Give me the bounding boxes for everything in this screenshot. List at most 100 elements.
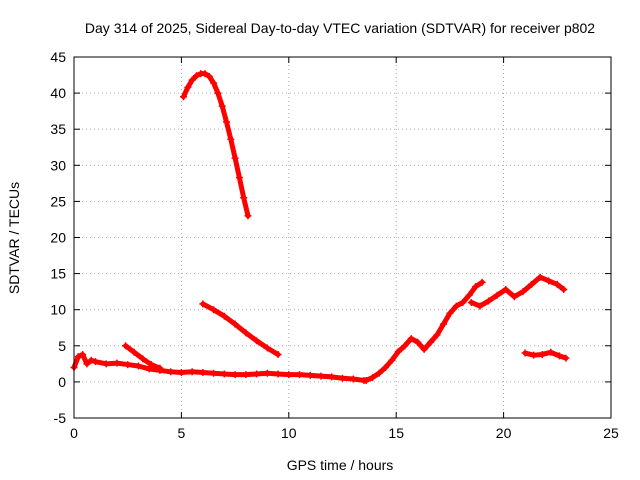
data-point xyxy=(467,298,475,306)
data-point xyxy=(452,302,460,310)
data-point xyxy=(401,342,409,350)
data-point xyxy=(465,291,473,299)
data-point xyxy=(459,298,467,306)
series-arc-d xyxy=(70,350,368,384)
data-point xyxy=(560,285,568,293)
data-point xyxy=(439,320,447,328)
data-point xyxy=(184,83,192,91)
data-point xyxy=(210,369,218,377)
data-point xyxy=(74,353,82,361)
series-arc-f xyxy=(467,273,568,310)
series-arc-c xyxy=(122,342,164,372)
data-point xyxy=(545,277,553,285)
data-point xyxy=(205,72,213,80)
data-point xyxy=(328,373,336,381)
data-point xyxy=(167,368,175,376)
data-point xyxy=(201,70,209,78)
y-tick-label: -5 xyxy=(54,410,67,426)
x-tick-label: 25 xyxy=(603,425,619,441)
data-point xyxy=(91,358,99,366)
series-arc-a xyxy=(180,70,252,220)
data-point xyxy=(242,329,250,337)
series-line xyxy=(181,71,251,219)
data-point xyxy=(555,352,563,360)
x-axis-label: GPS time / hours xyxy=(287,457,394,473)
data-point xyxy=(536,273,544,281)
data-point xyxy=(553,280,561,288)
data-point xyxy=(369,374,377,382)
data-point xyxy=(528,280,536,288)
x-tick-label: 15 xyxy=(388,425,404,441)
data-point xyxy=(235,174,243,182)
x-tick-label: 20 xyxy=(496,425,512,441)
data-point xyxy=(180,93,188,101)
data-point xyxy=(407,335,415,343)
data-point xyxy=(562,354,570,362)
data-point xyxy=(240,194,248,202)
data-point xyxy=(485,297,493,305)
data-point xyxy=(244,212,252,220)
y-tick-label: 0 xyxy=(58,374,66,390)
series-arc-e xyxy=(362,278,486,384)
data-point xyxy=(218,102,226,110)
x-tick-label: 0 xyxy=(70,425,78,441)
data-point xyxy=(210,79,218,87)
series-line xyxy=(200,301,281,357)
y-tick-label: 10 xyxy=(50,302,66,318)
series-arc-b xyxy=(199,300,282,358)
data-point xyxy=(414,338,422,346)
gridlines xyxy=(74,57,611,418)
data-point xyxy=(394,348,402,356)
data-point xyxy=(188,76,196,84)
data-point xyxy=(263,369,271,377)
y-tick-label: 20 xyxy=(50,230,66,246)
data-point xyxy=(339,374,346,382)
y-tick-label: 15 xyxy=(50,266,66,282)
y-tick-label: 40 xyxy=(50,85,66,101)
data-point xyxy=(519,288,527,296)
data-point xyxy=(306,371,314,379)
x-tick-label: 5 xyxy=(178,425,186,441)
data-point xyxy=(427,338,435,346)
data-point xyxy=(199,369,207,377)
y-tick-label: 35 xyxy=(50,121,66,137)
data-point xyxy=(210,306,218,314)
data-point xyxy=(102,360,110,368)
data-point xyxy=(220,370,228,378)
data-point xyxy=(124,361,132,369)
data-point xyxy=(317,372,325,380)
data-point xyxy=(231,154,239,162)
data-point xyxy=(349,375,357,383)
data-point xyxy=(253,370,261,378)
data-point xyxy=(214,89,222,97)
data-point xyxy=(139,355,147,363)
data-point xyxy=(231,371,239,379)
data-point xyxy=(220,312,228,320)
data-point xyxy=(113,359,121,367)
data-point xyxy=(199,300,207,308)
data-point xyxy=(87,356,95,364)
data-point xyxy=(274,350,282,358)
data-point xyxy=(472,283,480,291)
data-point xyxy=(521,349,529,357)
y-axis-label: SDTVAR / TECUs xyxy=(6,182,22,294)
data-point xyxy=(530,351,538,359)
data-point xyxy=(242,371,250,379)
data-point xyxy=(231,320,239,328)
data-point xyxy=(547,348,555,356)
data-point xyxy=(79,350,87,358)
data-point xyxy=(227,135,235,143)
y-tick-label: 25 xyxy=(50,193,66,209)
y-tick-label: 30 xyxy=(50,157,66,173)
y-tick-label: 5 xyxy=(58,338,66,354)
x-tick-label: 10 xyxy=(281,425,297,441)
data-point xyxy=(362,376,370,384)
data-point xyxy=(510,293,518,301)
data-point xyxy=(296,371,304,379)
data-point xyxy=(263,344,271,352)
data-point xyxy=(446,309,454,317)
data-point xyxy=(177,369,185,377)
